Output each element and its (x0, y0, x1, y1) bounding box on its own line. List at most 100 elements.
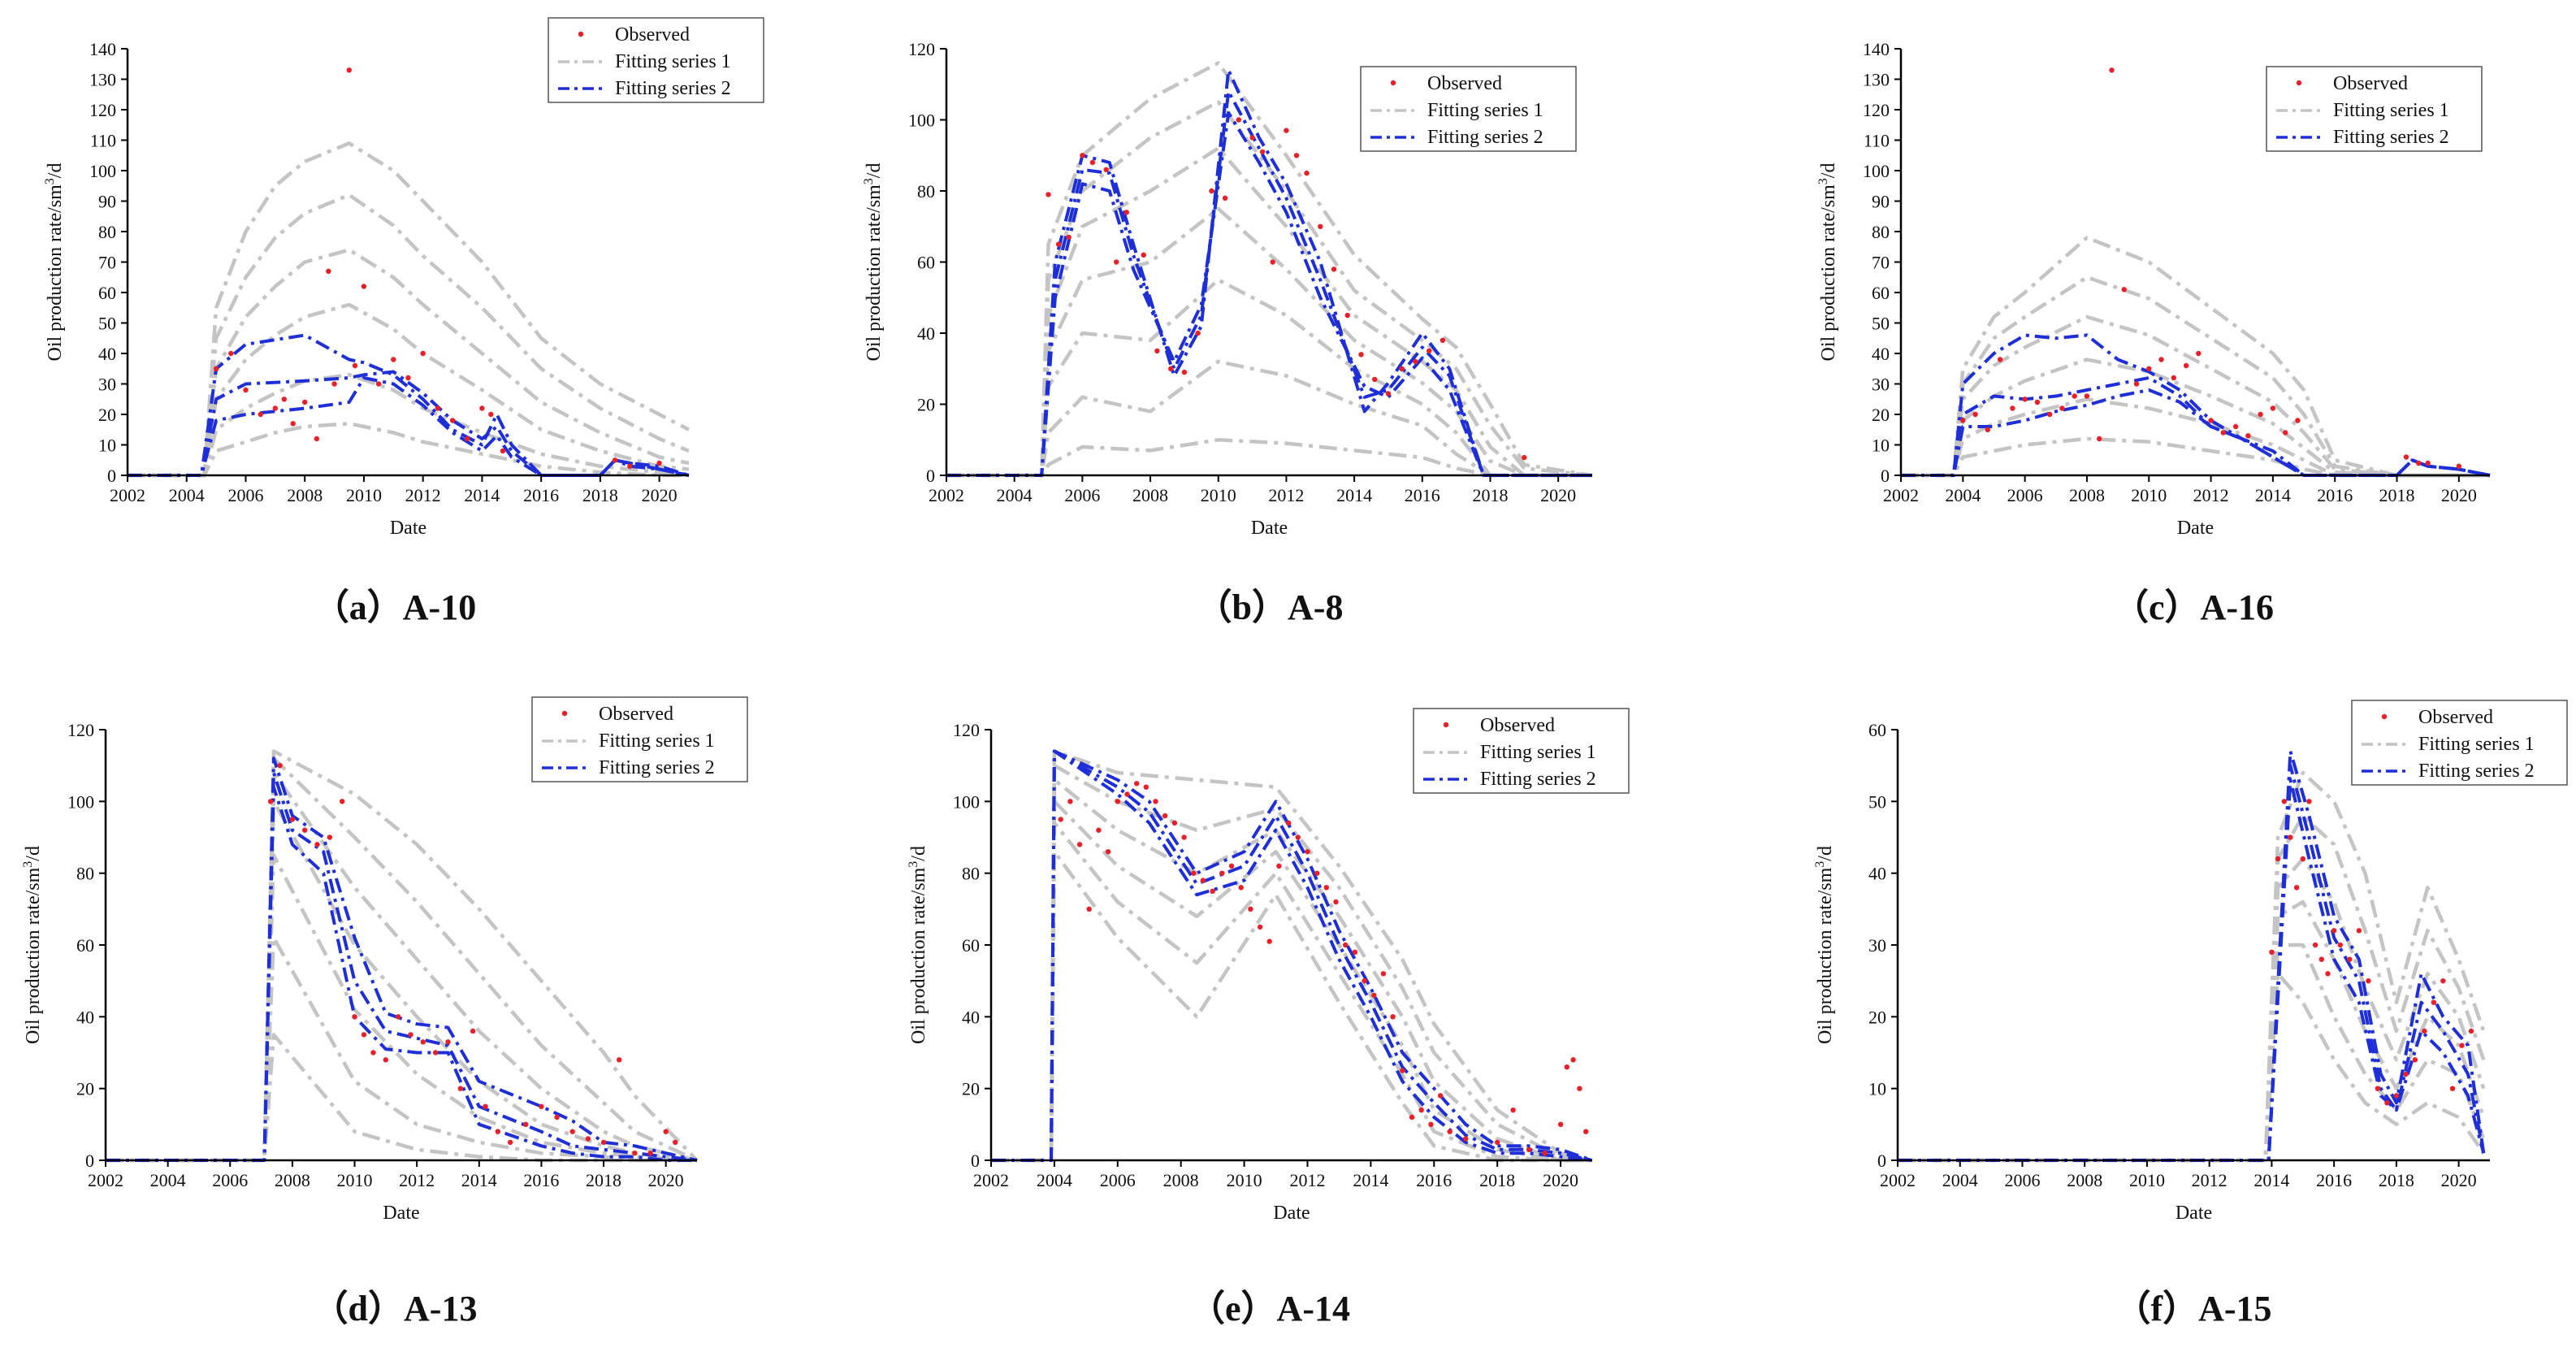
observed-point (470, 1028, 476, 1034)
legend-label: Observed (2418, 707, 2493, 728)
observed-point (1123, 210, 1130, 215)
x-tick-label: 2018 (1472, 485, 1508, 505)
observed-point (1222, 195, 1228, 201)
observed-point (585, 1136, 591, 1142)
observed-point (1249, 135, 1255, 141)
observed-point (2220, 430, 2226, 436)
x-tick-label: 2006 (227, 485, 263, 505)
observed-point (569, 1129, 575, 1134)
x-tick-label: 2014 (461, 1170, 497, 1190)
y-tick-label: 70 (98, 253, 116, 273)
legend-label: Observed (615, 24, 690, 46)
fitting-series-1-line-0 (128, 141, 691, 478)
observed-point (1304, 170, 1310, 176)
observed-point (1427, 348, 1432, 354)
observed-point (656, 460, 662, 466)
observed-point (1181, 834, 1187, 840)
observed-point (2034, 399, 2041, 405)
observed-point (627, 463, 633, 469)
legend-label: Observed (1480, 715, 1555, 736)
observed-point (2158, 357, 2164, 362)
observed-point (600, 1139, 607, 1146)
y-tick-label: 60 (1872, 283, 1890, 303)
legend-label: Fitting series 2 (1480, 769, 1596, 790)
observed-point (1972, 411, 1978, 418)
fitting-series-1-line-1 (1898, 813, 2486, 1163)
observed-point (1270, 259, 1275, 265)
legend-observed-marker (2381, 713, 2388, 720)
x-tick-label: 2012 (399, 1170, 435, 1190)
x-tick-label: 2002 (88, 1170, 123, 1190)
y-tick-label: 50 (1872, 314, 1890, 334)
fitting-series-1-line-5 (1901, 436, 2490, 478)
fitting-series-1-line-1 (946, 100, 1593, 478)
observed-point (2121, 287, 2127, 293)
y-tick-label: 40 (962, 1007, 980, 1027)
y-tick-label: 40 (1868, 864, 1886, 884)
fitting-series-2-line-6 (1901, 333, 2491, 477)
x-tick-label: 2012 (2193, 485, 2229, 505)
fitting-series-1-line-2 (946, 146, 1592, 478)
observed-point (361, 1032, 367, 1038)
observed-point (1333, 899, 1339, 905)
legend: Observed Fitting series 1 Fitting series 2 (1360, 66, 1577, 152)
x-tick-label: 2004 (1942, 1170, 1978, 1190)
fitting-series-2-line-7 (106, 756, 698, 1162)
panel-caption: （c）A-16 (2113, 587, 2274, 627)
observed-point (1191, 870, 1197, 876)
observed-point (2275, 856, 2281, 862)
observed-point (2295, 418, 2301, 423)
observed-point (2208, 418, 2214, 423)
x-tick-label: 2016 (2317, 485, 2353, 505)
observed-point (2133, 381, 2140, 387)
x-axis-title: Date (383, 1203, 419, 1224)
x-tick-label: 2006 (2004, 1170, 2040, 1190)
y-tick-label: 120 (953, 720, 980, 740)
fitting-series-2-line-7 (1901, 376, 2491, 477)
observed-point (1510, 1107, 1516, 1113)
panel-caption: （a）A-10 (314, 587, 476, 627)
fitting-series-1-line-3 (1901, 358, 2490, 478)
x-tick-label: 2004 (997, 485, 1033, 505)
observed-point (1570, 1057, 1576, 1063)
observed-point (1067, 799, 1073, 804)
fitting-series-2-line-7 (946, 68, 1592, 477)
fitting-series-1-line-0 (991, 749, 1593, 1163)
x-tick-label: 2004 (1037, 1170, 1072, 1190)
fitting-series-1-line-0 (106, 749, 699, 1163)
legend-label: Observed (1427, 73, 1502, 94)
observed-point (340, 799, 345, 804)
observed-point (1195, 330, 1201, 336)
observed-point (1209, 188, 1214, 194)
legend-observed-marker (1390, 80, 1396, 86)
observed-point (1228, 863, 1235, 869)
x-tick-label: 2020 (648, 1170, 684, 1190)
observed-point (2403, 1071, 2409, 1077)
fitting-series-2-line-8 (1901, 388, 2491, 477)
observed-point (1577, 1086, 1582, 1091)
fitting-series-1-line-1 (1901, 275, 2490, 478)
observed-point (1168, 366, 1174, 371)
y-tick-label: 70 (1872, 253, 1890, 273)
fitting-series-1-line-2 (991, 778, 1592, 1163)
y-tick-label: 140 (89, 39, 116, 59)
observed-point (2403, 454, 2409, 460)
y-tick-label: 100 (908, 111, 935, 131)
y-tick-label: 80 (76, 864, 94, 884)
observed-point (1960, 418, 1966, 423)
observed-point (2356, 928, 2362, 934)
observed-point (483, 1103, 488, 1110)
observed-point (405, 375, 411, 381)
observed-point (2306, 799, 2312, 804)
x-tick-label: 2002 (1880, 1170, 1916, 1190)
x-tick-label: 2008 (2067, 1170, 2102, 1190)
legend: Observed Fitting series 1 Fitting series 2 (2266, 66, 2483, 152)
observed-point (539, 1103, 544, 1110)
observed-point (2072, 393, 2077, 399)
observed-point (1153, 799, 1158, 804)
observed-point (1390, 1014, 1396, 1020)
observed-point (1055, 241, 1062, 247)
observed-point (2258, 411, 2263, 418)
x-tick-label: 2008 (2069, 485, 2105, 505)
